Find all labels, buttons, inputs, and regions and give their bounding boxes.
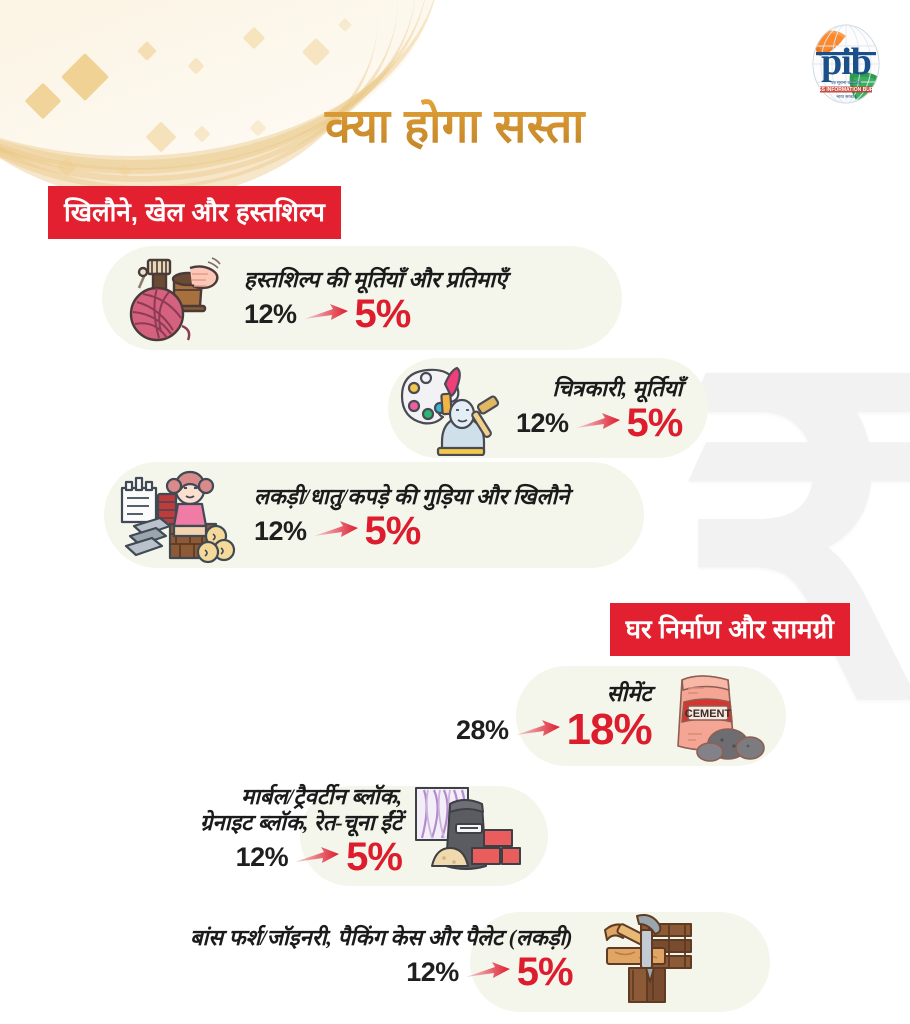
item-text-painting: चित्रकारी, मूर्तियाँ 12% 5% — [516, 375, 684, 446]
old-rate: 28% — [456, 714, 509, 745]
item-rates: 12% 5% — [254, 511, 569, 551]
item-row-painting: चित्रकारी, मूर्तियाँ 12% 5% — [392, 358, 684, 461]
cement-bag-icon: CEMENT — [662, 666, 766, 767]
item-rates: 12% 5% — [516, 401, 684, 446]
diamond-decoration — [301, 37, 331, 67]
item-rates: 12% 5% — [200, 835, 403, 880]
item-rates: 12% 5% — [244, 294, 507, 334]
marble-bricks-sand-icon — [410, 780, 522, 881]
item-label: बांस फर्श/जॉइनरी, पैकिंग केस और पैलेट (ल… — [190, 924, 573, 950]
diamond-decoration — [242, 26, 266, 50]
svg-text:pib: pib — [821, 41, 871, 83]
arrow-icon — [295, 847, 340, 864]
item-label: चित्रकारी, मूर्तियाँ — [552, 375, 683, 401]
new-rate: 18% — [566, 705, 653, 755]
item-text-bamboo: बांस फर्श/जॉइनरी, पैकिंग केस और पैलेट (ल… — [190, 924, 574, 993]
new-rate: 5% — [516, 950, 574, 995]
svg-text:पत्र सूचना कार्यालय: पत्र सूचना कार्यालय — [831, 80, 862, 86]
item-text-cement: सीमेंट 28% 18% — [456, 680, 653, 755]
item-rates: 28% 18% — [456, 705, 653, 755]
item-label: मार्बल/ट्रैवर्टीन ब्लॉक, — [241, 783, 402, 809]
old-rate: 12% — [406, 956, 459, 987]
diamond-decoration — [187, 57, 205, 75]
diamond-decoration — [337, 17, 353, 33]
diamond-decoration — [137, 41, 157, 61]
item-label: सीमेंट — [606, 680, 652, 706]
item-label: लकड़ी/धातु/कपड़े की गुड़िया और खिलौने — [254, 483, 570, 509]
new-rate: 5% — [354, 292, 412, 337]
arrow-icon — [313, 521, 358, 538]
item-row-dolls: लकड़ी/धातु/कपड़े की गुड़िया और खिलौने 12… — [114, 464, 569, 571]
arrow-icon — [515, 720, 560, 737]
old-rate: 12% — [254, 515, 307, 546]
arrow-icon — [303, 304, 348, 321]
arrow-icon — [575, 413, 620, 430]
old-rate: 12% — [235, 841, 289, 872]
doll-wood-metal-toys-icon — [114, 464, 244, 571]
diamond-decoration — [57, 157, 77, 177]
old-rate: 12% — [244, 298, 297, 329]
section-heading-building: घर निर्माण और सामग्री — [609, 603, 850, 656]
pib-logo: pib पत्र सूचना कार्यालय PRESS INFORMATIO… — [804, 22, 888, 106]
new-rate: 5% — [364, 509, 422, 554]
old-rate: 12% — [516, 407, 569, 438]
diamond-decoration — [117, 163, 133, 179]
item-row-handicraft: हस्तशिल्प की मूर्तियाँ और प्रतिमाएँ 12% … — [112, 248, 507, 353]
arrow-icon — [465, 962, 510, 979]
item-label: हस्तशिल्प की मूर्तियाँ और प्रतिमाएँ — [244, 266, 508, 292]
section-heading-toys: खिलौने, खेल और हस्तशिल्प — [48, 186, 341, 239]
item-text-marble: मार्बल/ट्रैवर्टीन ब्लॉक, ग्रेनाइट ब्लॉक,… — [200, 783, 403, 880]
svg-text:PRESS INFORMATION BUREAU: PRESS INFORMATION BUREAU — [808, 87, 884, 93]
item-row-marble: मार्बल/ट्रैवर्टीन ब्लॉक, ग्रेनाइट ब्लॉक,… — [200, 780, 522, 881]
page-title: क्या होगा सस्ता — [0, 92, 910, 156]
item-rates: 12% 5% — [190, 952, 573, 992]
item-row-bamboo: बांस फर्श/जॉइनरी, पैकिंग केस और पैलेट (ल… — [190, 908, 695, 1009]
item-text-handicraft: हस्तशिल्प की मूर्तियाँ और प्रतिमाएँ 12% … — [244, 267, 507, 335]
item-label-line2: ग्रेनाइट ब्लॉक, रेत-चूना ईंटें — [200, 809, 402, 835]
new-rate: 5% — [626, 401, 684, 446]
svg-text:भारत सरकार: भारत सरकार — [836, 94, 856, 99]
item-row-cement: सीमेंट 28% 18% CEMENT — [456, 666, 766, 767]
svg-text:CEMENT: CEMENT — [684, 708, 731, 720]
item-text-dolls: लकड़ी/धातु/कपड़े की गुड़िया और खिलौने 12… — [254, 484, 569, 552]
new-rate: 5% — [346, 835, 403, 880]
bamboo-wood-pallet-hammer-icon — [583, 908, 695, 1009]
handicraft-yarn-pottery-icon — [112, 248, 230, 353]
painting-palette-sculpture-icon — [392, 358, 510, 461]
